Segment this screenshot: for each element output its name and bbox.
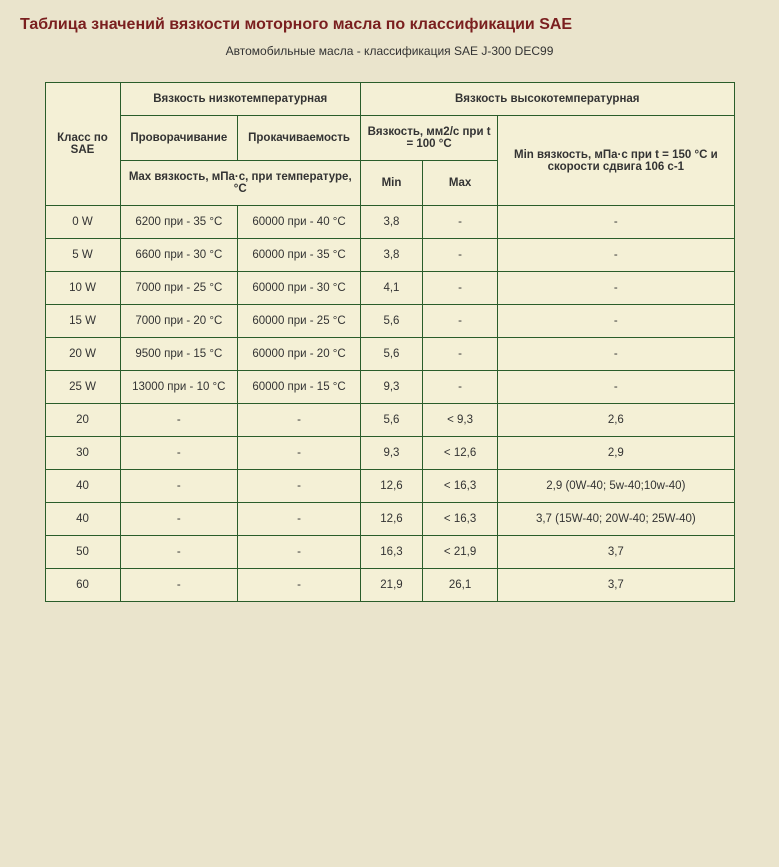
cell-v150: 2,6 [498,404,734,437]
cell-v150: - [498,371,734,404]
table-row: 30--9,3< 12,62,9 [45,437,734,470]
cell-min: 5,6 [360,305,422,338]
cell-min: 12,6 [360,503,422,536]
cell-max: < 16,3 [422,470,497,503]
cell-max: - [422,206,497,239]
col-cranking: Проворачивание [120,116,238,161]
col-min-viscosity-150: Min вязкость, мПа·с при t = 150 °С и ско… [498,116,734,206]
col-sae-class: Класс по SAE [45,83,120,206]
cell-v150: - [498,272,734,305]
cell-v150: - [498,239,734,272]
cell-pumpability: 60000 при - 25 °С [238,305,361,338]
col-kin-viscosity: Вязкость, мм2/с при t = 100 °С [360,116,497,161]
cell-pumpability: - [238,404,361,437]
cell-min: 3,8 [360,239,422,272]
cell-cranking: - [120,536,238,569]
cell-max: < 21,9 [422,536,497,569]
cell-max: - [422,305,497,338]
cell-min: 5,6 [360,338,422,371]
cell-pumpability: 60000 при - 15 °С [238,371,361,404]
col-high-temp: Вязкость высокотемпературная [360,83,734,116]
cell-pumpability: - [238,569,361,602]
col-max-viscosity-temp: Max вязкость, мПа·с, при температуре, °С [120,161,360,206]
cell-pumpability: - [238,437,361,470]
cell-v150: - [498,206,734,239]
cell-max: < 12,6 [422,437,497,470]
table-row: 5 W6600 при - 30 °С60000 при - 35 °С3,8-… [45,239,734,272]
cell-min: 21,9 [360,569,422,602]
cell-pumpability: 60000 при - 30 °С [238,272,361,305]
page-title: Таблица значений вязкости моторного масл… [20,16,759,34]
cell-cranking: 6200 при - 35 °С [120,206,238,239]
cell-v150: 3,7 [498,536,734,569]
cell-cranking: 7000 при - 25 °С [120,272,238,305]
cell-cranking: 9500 при - 15 °С [120,338,238,371]
sae-viscosity-table: Класс по SAE Вязкость низкотемпературная… [45,82,735,602]
cell-pumpability: 60000 при - 35 °С [238,239,361,272]
table-row: 40--12,6< 16,33,7 (15W-40; 20W-40; 25W-4… [45,503,734,536]
cell-max: - [422,338,497,371]
cell-class: 25 W [45,371,120,404]
cell-min: 12,6 [360,470,422,503]
cell-cranking: - [120,470,238,503]
col-low-temp: Вязкость низкотемпературная [120,83,360,116]
cell-cranking: - [120,569,238,602]
cell-cranking: - [120,503,238,536]
cell-class: 60 [45,569,120,602]
cell-min: 9,3 [360,437,422,470]
page-subtitle: Автомобильные масла - классификация SAE … [20,44,759,58]
cell-pumpability: 60000 при - 40 °С [238,206,361,239]
cell-max: - [422,371,497,404]
cell-class: 20 [45,404,120,437]
table-row: 15 W7000 при - 20 °С60000 при - 25 °С5,6… [45,305,734,338]
cell-max: < 16,3 [422,503,497,536]
table-row: 0 W6200 при - 35 °С60000 при - 40 °С3,8-… [45,206,734,239]
cell-cranking: 7000 при - 20 °С [120,305,238,338]
cell-max: 26,1 [422,569,497,602]
cell-min: 4,1 [360,272,422,305]
cell-max: - [422,239,497,272]
cell-class: 40 [45,470,120,503]
cell-min: 3,8 [360,206,422,239]
table-row: 40--12,6< 16,32,9 (0W-40; 5w-40;10w-40) [45,470,734,503]
table-row: 10 W7000 при - 25 °С60000 при - 30 °С4,1… [45,272,734,305]
table-row: 20--5,6< 9,32,6 [45,404,734,437]
cell-pumpability: - [238,503,361,536]
cell-min: 5,6 [360,404,422,437]
cell-class: 50 [45,536,120,569]
cell-class: 5 W [45,239,120,272]
cell-v150: 2,9 [498,437,734,470]
cell-pumpability: - [238,536,361,569]
cell-class: 20 W [45,338,120,371]
cell-max: - [422,272,497,305]
cell-v150: 3,7 [498,569,734,602]
cell-class: 30 [45,437,120,470]
cell-cranking: - [120,404,238,437]
cell-cranking: 13000 при - 10 °С [120,371,238,404]
cell-v150: 3,7 (15W-40; 20W-40; 25W-40) [498,503,734,536]
table-row: 25 W13000 при - 10 °С60000 при - 15 °С9,… [45,371,734,404]
cell-cranking: 6600 при - 30 °С [120,239,238,272]
cell-class: 15 W [45,305,120,338]
cell-v150: - [498,338,734,371]
cell-max: < 9,3 [422,404,497,437]
table-row: 20 W9500 при - 15 °С60000 при - 20 °С5,6… [45,338,734,371]
cell-class: 10 W [45,272,120,305]
cell-v150: - [498,305,734,338]
col-pumpability: Прокачиваемость [238,116,361,161]
cell-min: 9,3 [360,371,422,404]
cell-v150: 2,9 (0W-40; 5w-40;10w-40) [498,470,734,503]
cell-class: 40 [45,503,120,536]
cell-min: 16,3 [360,536,422,569]
col-max: Max [422,161,497,206]
cell-cranking: - [120,437,238,470]
cell-pumpability: - [238,470,361,503]
table-row: 60--21,926,13,7 [45,569,734,602]
table-row: 50--16,3< 21,93,7 [45,536,734,569]
cell-class: 0 W [45,206,120,239]
col-min: Min [360,161,422,206]
cell-pumpability: 60000 при - 20 °С [238,338,361,371]
